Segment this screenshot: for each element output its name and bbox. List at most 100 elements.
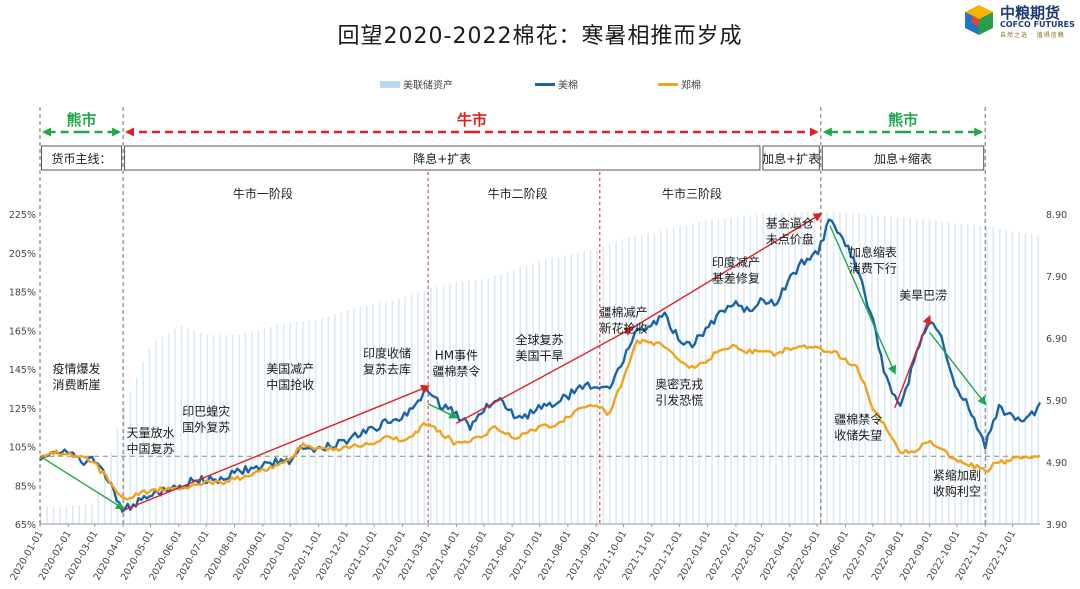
fed-assets-bar-16 — [142, 362, 144, 524]
fed-assets-bar-54 — [385, 301, 387, 524]
fed-assets-bar-155 — [1030, 234, 1033, 525]
fed-assets-bar-126 — [845, 212, 848, 525]
monetary-box-2 — [762, 145, 820, 171]
annotation-6-line-1: 美国干旱 — [516, 349, 564, 363]
fed-assets-bar-125 — [839, 212, 841, 525]
fed-assets-bar-56 — [398, 298, 400, 524]
bull-stage-label-2: 牛市三阶段 — [662, 186, 722, 201]
annotation-7-line-1: 新花抢收 — [600, 321, 648, 336]
fed-assets-bar-14 — [129, 391, 132, 524]
y-left-tick-5: 165% — [9, 326, 36, 337]
bull-stage-label-1: 牛市二阶段 — [488, 186, 548, 201]
fed-assets-bar-71 — [493, 275, 496, 524]
annotation-12: 美旱巴涝 — [899, 288, 947, 302]
fed-assets-bar-31 — [238, 334, 240, 524]
y-left-tick-2: 105% — [9, 443, 36, 454]
fed-assets-bar-29 — [225, 334, 227, 524]
bull-stage-label-0: 牛市一阶段 — [233, 186, 293, 201]
fed-assets-bar-35 — [263, 328, 266, 524]
fed-assets-bar-39 — [289, 322, 291, 524]
fed-assets-bar-13 — [123, 406, 125, 524]
trend-arrow-4 — [631, 212, 823, 329]
fed-assets-bar-92 — [628, 237, 630, 525]
fed-assets-bar-77 — [532, 263, 534, 524]
fed-assets-bar-110 — [743, 216, 745, 524]
y-right-tick-4: 7.90 — [1046, 272, 1067, 283]
fed-assets-bar-52 — [372, 304, 374, 524]
fed-assets-bar-119 — [800, 212, 803, 524]
series-line-0 — [39, 218, 1042, 513]
trend-arrow-7 — [928, 331, 987, 406]
fed-assets-bar-117 — [787, 212, 790, 525]
market-phase-label-1: 牛市 — [457, 111, 487, 129]
fed-assets-bar-37 — [276, 325, 279, 524]
fed-assets-bar-147 — [979, 225, 982, 525]
fed-assets-bar-135 — [903, 217, 905, 525]
fed-assets-bar-40 — [295, 321, 298, 524]
fed-assets-bar-65 — [455, 282, 458, 524]
fed-assets-bar-134 — [896, 216, 899, 525]
fed-assets-bar-114 — [768, 213, 771, 524]
fed-assets-bar-64 — [449, 283, 451, 524]
fed-assets-bar-26 — [206, 334, 208, 524]
fed-assets-bar-105 — [711, 219, 713, 525]
fed-assets-bar-60 — [423, 290, 426, 524]
chart-axes: 65% 85% 105% 125% 145% 165% 185% 205% 225% 3.90 4.… — [8, 210, 1067, 582]
fed-assets-bar-15 — [135, 377, 138, 524]
fed-assets-bar-141 — [941, 221, 943, 524]
y-left-tick-4: 145% — [9, 365, 36, 376]
fed-assets-bar-79 — [545, 259, 547, 524]
fed-assets-bar-145 — [966, 224, 969, 524]
fed-assets-bar-113 — [762, 214, 764, 524]
fed-assets-bar-23 — [187, 328, 189, 524]
fed-assets-bar-100 — [679, 226, 681, 524]
fed-assets-bar-151 — [1005, 230, 1007, 524]
fed-assets-bar-4 — [65, 506, 68, 524]
fed-assets-bar-152 — [1011, 231, 1014, 524]
market-phase-label-bg-2 — [881, 110, 926, 130]
fed-assets-bar-34 — [257, 329, 259, 524]
y-right-tick-5: 8.90 — [1046, 210, 1067, 221]
fed-assets-bar-30 — [231, 334, 234, 524]
fed-assets-bar-7 — [84, 504, 87, 524]
fed-assets-bar-121 — [813, 211, 816, 524]
y-left-tick-1: 85% — [15, 481, 36, 492]
fed-assets-bar-150 — [998, 228, 1001, 524]
fed-assets-bar-53 — [378, 302, 381, 524]
fed-assets-bar-87 — [596, 248, 598, 524]
fed-assets-bar-82 — [564, 255, 566, 524]
fed-assets-bar-78 — [538, 260, 541, 524]
fed-assets-bar-43 — [314, 319, 317, 524]
legend-label-0: 美联储资产 — [403, 79, 453, 92]
fed-assets-bar-149 — [992, 227, 995, 524]
fed-assets-bar-89 — [608, 243, 611, 525]
period-dividers — [39, 107, 986, 524]
fed-assets-bar-74 — [513, 269, 515, 524]
annotation-5-line-0: HM事件 — [435, 348, 478, 362]
fed-assets-bar-67 — [468, 280, 470, 524]
trend-arrows — [39, 212, 987, 512]
fed-assets-bar-94 — [640, 235, 643, 524]
annotation-11-line-0: 加息缩表 — [849, 245, 897, 260]
fed-assets-bar-124 — [832, 211, 835, 524]
annotation-9-line-1: 基差修复 — [712, 270, 760, 285]
fed-assets-bar-96 — [653, 232, 656, 524]
fed-assets-bar-118 — [794, 212, 796, 524]
monetary-box-0 — [41, 145, 123, 171]
monetary-box-1 — [124, 145, 761, 171]
fed-assets-bar-142 — [947, 222, 950, 525]
annotation-14-line-0: 紧缩加剧 — [933, 467, 981, 482]
fed-assets-bar-46 — [334, 314, 336, 524]
fed-assets-bar-98 — [666, 229, 669, 525]
cofco-logo: 中粮期货 COFCO FUTURES 自然之选 · 值得信赖 — [960, 0, 1080, 40]
y-left-tick-0: 65% — [15, 520, 36, 531]
fed-assets-bar-81 — [557, 256, 560, 524]
annotation-14-line-1: 收购利空 — [933, 483, 981, 498]
annotation-2-line-1: 国外复苏 — [182, 421, 230, 435]
